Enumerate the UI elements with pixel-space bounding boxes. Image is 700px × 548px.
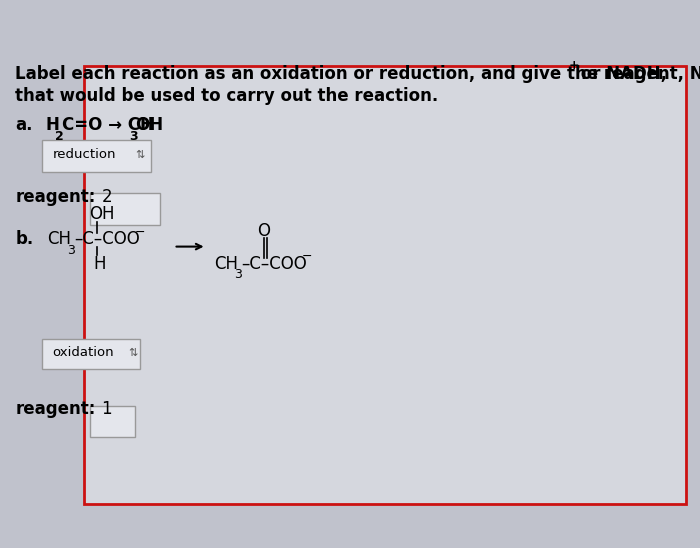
- Text: that would be used to carry out the reaction.: that would be used to carry out the reac…: [15, 87, 439, 105]
- Text: O: O: [258, 221, 271, 239]
- Text: reduction: reduction: [52, 148, 116, 161]
- Text: ⇅: ⇅: [136, 150, 145, 160]
- Text: CH: CH: [214, 254, 238, 272]
- Text: OH: OH: [135, 116, 163, 134]
- FancyBboxPatch shape: [84, 66, 686, 504]
- Text: a.: a.: [15, 116, 33, 134]
- Text: oxidation: oxidation: [52, 346, 114, 359]
- Text: 1: 1: [102, 399, 112, 418]
- Text: 3: 3: [129, 130, 137, 142]
- Text: or NADH,: or NADH,: [575, 65, 667, 83]
- Text: 3: 3: [67, 244, 75, 256]
- FancyBboxPatch shape: [42, 140, 150, 172]
- Text: 3: 3: [234, 269, 241, 281]
- Text: ⇅: ⇅: [128, 348, 137, 358]
- Text: 2: 2: [102, 187, 112, 206]
- Text: +: +: [568, 59, 579, 72]
- Text: H: H: [93, 254, 106, 272]
- Text: –C–COO: –C–COO: [241, 254, 307, 272]
- Text: reagent:: reagent:: [15, 187, 96, 206]
- Text: –C–COO: –C–COO: [74, 230, 140, 248]
- Text: C=O → CH: C=O → CH: [62, 116, 154, 134]
- FancyBboxPatch shape: [90, 406, 135, 437]
- Text: −: −: [135, 226, 146, 238]
- Text: H: H: [46, 116, 60, 134]
- Text: −: −: [302, 250, 312, 263]
- Text: 2: 2: [55, 130, 64, 142]
- Text: b.: b.: [15, 230, 34, 248]
- FancyBboxPatch shape: [90, 193, 160, 225]
- Text: Label each reaction as an oxidation or reduction, and give the reagent, NAD: Label each reaction as an oxidation or r…: [15, 65, 700, 83]
- Text: reagent:: reagent:: [15, 399, 96, 418]
- Text: OH: OH: [90, 205, 115, 223]
- FancyBboxPatch shape: [42, 339, 140, 369]
- Text: CH: CH: [48, 230, 71, 248]
